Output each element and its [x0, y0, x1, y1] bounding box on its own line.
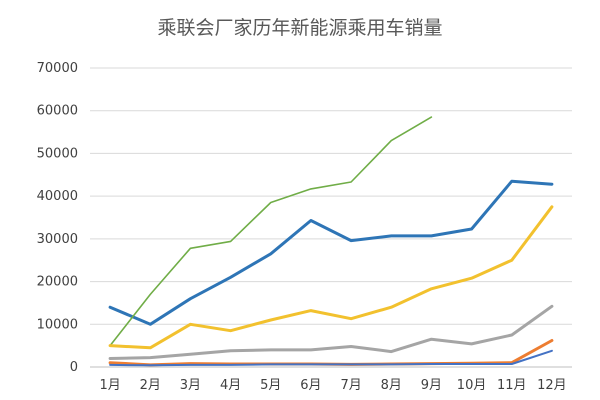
- x-tick-label: 1月: [99, 378, 120, 393]
- series-line-5: [108, 339, 554, 367]
- x-tick-label: 8月: [381, 378, 402, 393]
- y-tick-label: 30000: [37, 232, 78, 247]
- x-tick-label: 3月: [180, 378, 201, 393]
- y-tick-label: 10000: [37, 317, 78, 332]
- y-tick-label: 0: [70, 360, 78, 375]
- series-lines: [108, 116, 554, 367]
- series-line-6: [109, 349, 553, 367]
- y-tick-label: 20000: [37, 275, 78, 290]
- x-axis-ticks: 1月 2月 3月 4月 5月 6月 7月 8月 9月 10月 11月 12月: [99, 378, 566, 393]
- y-tick-label: 40000: [37, 189, 78, 204]
- gridlines: [90, 67, 572, 368]
- series-line-3: [108, 205, 554, 350]
- x-tick-label: 9月: [421, 378, 442, 393]
- series-line-4: [108, 304, 554, 360]
- y-tick-label: 50000: [37, 146, 78, 161]
- y-axis-ticks: 0 10000 20000 30000 40000 50000 60000 70000: [37, 61, 78, 375]
- y-tick-label: 70000: [37, 61, 78, 76]
- x-tick-label: 12月: [537, 378, 567, 393]
- x-tick-label: 5月: [260, 378, 281, 393]
- x-tick-label: 10月: [457, 378, 487, 393]
- x-tick-label: 4月: [220, 378, 241, 393]
- x-tick-label: 6月: [300, 378, 321, 393]
- chart-title: 乘联会厂家历年新能源乘用车销量: [157, 17, 442, 39]
- series-line-2: [109, 116, 433, 347]
- x-tick-label: 11月: [497, 378, 527, 393]
- x-tick-label: 2月: [140, 378, 161, 393]
- y-tick-label: 60000: [37, 104, 78, 119]
- series-line-1: [108, 179, 554, 326]
- x-tick-label: 7月: [340, 378, 361, 393]
